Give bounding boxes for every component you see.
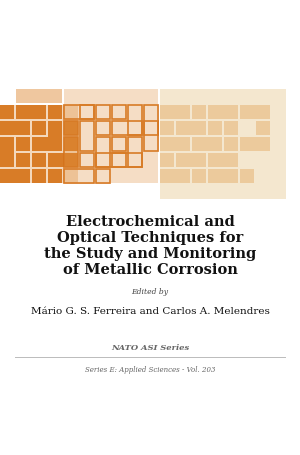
Bar <box>32 170 46 184</box>
Bar <box>0 138 14 167</box>
Bar <box>64 106 94 120</box>
Bar <box>176 154 206 167</box>
Bar <box>96 138 110 167</box>
Bar <box>80 154 94 167</box>
Bar <box>0 106 14 120</box>
Bar <box>176 122 206 136</box>
Bar <box>0 122 30 136</box>
Text: the Study and Monitoring: the Study and Monitoring <box>44 247 256 260</box>
Bar <box>224 122 238 136</box>
Bar <box>64 122 78 136</box>
Bar <box>208 106 238 120</box>
Bar <box>160 122 174 136</box>
Bar <box>192 138 222 152</box>
Text: Series E: Applied Sciences - Vol. 203: Series E: Applied Sciences - Vol. 203 <box>85 365 215 373</box>
Bar <box>96 170 110 184</box>
Bar <box>32 138 62 152</box>
Bar <box>16 106 46 120</box>
Bar <box>112 138 126 152</box>
Bar <box>64 90 158 184</box>
Bar <box>96 122 110 136</box>
Bar <box>208 122 222 136</box>
Bar <box>32 122 46 136</box>
Bar <box>64 170 94 184</box>
Bar <box>48 170 62 184</box>
Bar <box>160 170 190 184</box>
Bar <box>256 122 270 136</box>
Bar <box>16 154 30 167</box>
Bar <box>48 122 62 152</box>
Bar <box>64 122 78 136</box>
Bar <box>160 106 190 120</box>
Bar <box>96 154 126 167</box>
Bar <box>32 154 46 167</box>
Bar <box>96 106 110 120</box>
Bar <box>0 170 30 184</box>
Bar <box>240 106 270 120</box>
Bar <box>128 138 142 167</box>
Text: Edited by: Edited by <box>131 288 169 295</box>
Bar <box>144 106 158 152</box>
Bar <box>80 122 94 152</box>
Bar <box>64 138 78 167</box>
Bar <box>16 90 62 104</box>
Bar <box>240 170 254 184</box>
Bar <box>240 138 270 152</box>
Bar <box>112 106 126 120</box>
Bar <box>160 90 286 200</box>
Text: Electrochemical and: Electrochemical and <box>66 214 234 228</box>
Text: Mário G. S. Ferreira and Carlos A. Melendres: Mário G. S. Ferreira and Carlos A. Melen… <box>31 306 269 315</box>
Bar <box>48 106 62 120</box>
Bar <box>208 170 238 184</box>
Bar <box>48 154 78 167</box>
Bar <box>112 122 142 136</box>
Bar <box>80 106 94 120</box>
Bar <box>192 170 206 184</box>
Bar <box>208 154 238 167</box>
Bar <box>128 106 142 136</box>
Bar <box>112 154 142 167</box>
Text: of Metallic Corrosion: of Metallic Corrosion <box>63 263 237 276</box>
Bar <box>160 154 174 167</box>
Text: NATO ASI Series: NATO ASI Series <box>111 343 189 351</box>
Text: Optical Techniques for: Optical Techniques for <box>57 231 243 244</box>
Bar <box>224 138 238 152</box>
Bar <box>160 138 190 152</box>
Bar <box>144 122 158 136</box>
Bar <box>192 106 206 120</box>
Bar <box>16 138 30 152</box>
Bar <box>64 138 78 152</box>
Bar <box>0 106 78 184</box>
